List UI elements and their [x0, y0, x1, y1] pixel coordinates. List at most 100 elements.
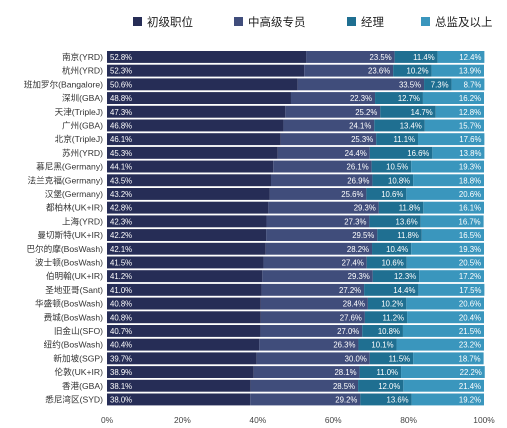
- bar-value-label: 40.7%: [110, 327, 132, 336]
- legend-swatch-0: [133, 17, 142, 26]
- bars-area: 52.8% 23.5% 11.4% 12.4% 52.3% 23.6% 10.2% 13.9%…: [107, 51, 485, 406]
- bar-value-label: 16.2%: [459, 94, 481, 103]
- bar-value-label: 42.2%: [110, 231, 132, 240]
- bar-segment: [435, 105, 484, 118]
- bar-value-label: 17.5%: [459, 286, 481, 295]
- bar-segment: [107, 78, 298, 91]
- legend-label-0: 初级职位: [147, 15, 193, 29]
- bar-value-label: 41.5%: [110, 258, 132, 267]
- bar-segment: [107, 242, 266, 255]
- bar-value-label: 38.1%: [110, 382, 132, 391]
- bar-value-label: 11.1%: [393, 135, 415, 144]
- bar-segment: [411, 242, 484, 255]
- bar-value-label: 10.5%: [386, 163, 408, 172]
- bar-segment: [266, 215, 370, 228]
- category-label: 香港(GBA): [62, 380, 103, 391]
- bar-segment: [107, 352, 257, 365]
- category-label: 上海(YRD): [62, 215, 103, 226]
- category-label: 苏州(YRD): [62, 147, 103, 158]
- category-label: 北京(TripleJ): [55, 133, 104, 144]
- bar-segment: [413, 174, 484, 187]
- bar-value-label: 45.3%: [110, 149, 132, 158]
- bar-value-label: 40.8%: [110, 313, 132, 322]
- bar-segment: [107, 133, 281, 146]
- bar-value-label: 11.8%: [399, 204, 421, 213]
- category-label: 华盛顿(BosWash): [35, 298, 103, 309]
- bar-value-label: 50.6%: [110, 80, 132, 89]
- bar-value-label: 42.3%: [110, 217, 132, 226]
- bar-value-label: 38.0%: [110, 395, 132, 404]
- bar-segment: [418, 133, 485, 146]
- bar-segment: [250, 393, 361, 406]
- bar-segment: [107, 379, 251, 392]
- bar-value-label: 21.4%: [459, 382, 481, 391]
- bar-segment: [364, 283, 419, 296]
- bar-segment: [451, 78, 485, 91]
- x-tick-label: 0%: [101, 415, 114, 425]
- bar-segment: [107, 146, 278, 159]
- bar-value-label: 23.6%: [368, 67, 390, 76]
- bar-value-label: 20.6%: [459, 190, 481, 199]
- bar-segment: [273, 160, 372, 173]
- category-label: 班加罗尔(Bangalore): [24, 78, 103, 89]
- bar-segment: [360, 393, 412, 406]
- bar-segment: [253, 366, 360, 378]
- bar-value-label: 16.5%: [459, 231, 481, 240]
- category-label: 伦敦(UK+IR): [55, 366, 104, 377]
- x-tick-label: 80%: [400, 415, 417, 425]
- bar-value-label: 11.2%: [383, 313, 405, 322]
- bar-value-label: 21.5%: [459, 327, 481, 336]
- bar-value-label: 28.5%: [333, 382, 355, 391]
- bar-segment: [107, 64, 305, 77]
- bar-value-label: 28.4%: [343, 300, 365, 309]
- bar-segment: [411, 393, 484, 406]
- bar-segment: [364, 311, 408, 324]
- bar-segment: [406, 256, 484, 269]
- category-label: 旧金山(SFO): [54, 325, 103, 336]
- bar-segment: [403, 379, 484, 392]
- bar-value-label: 39.7%: [110, 354, 132, 363]
- bar-value-label: 46.8%: [110, 121, 132, 130]
- bar-segment: [107, 188, 270, 200]
- bar-value-label: 11.8%: [397, 231, 419, 240]
- bar-segment: [369, 215, 421, 228]
- bar-value-label: 10.4%: [386, 245, 408, 254]
- bar-value-label: 14.4%: [393, 286, 415, 295]
- bar-segment: [107, 338, 260, 351]
- bar-value-label: 24.1%: [349, 121, 371, 130]
- bar-segment: [359, 366, 402, 378]
- bar-value-label: 28.1%: [334, 368, 356, 377]
- bar-value-label: 15.7%: [459, 121, 481, 130]
- legend-swatch-2: [347, 17, 356, 26]
- category-label: 深圳(GBA): [62, 93, 103, 103]
- bar-segment: [107, 229, 267, 241]
- bar-segment: [394, 51, 438, 63]
- bar-segment: [431, 64, 484, 77]
- bar-segment: [297, 78, 425, 91]
- bar-value-label: 42.8%: [110, 204, 132, 213]
- bar-segment: [366, 256, 407, 269]
- bar-value-label: 13.4%: [400, 121, 422, 130]
- category-label: 波士顿(BosWash): [35, 256, 103, 267]
- bar-value-label: 7.3%: [431, 80, 449, 89]
- bar-value-label: 11.4%: [413, 53, 435, 62]
- bar-value-label: 12.0%: [378, 382, 400, 391]
- bar-segment: [419, 270, 484, 283]
- bar-value-label: 23.2%: [459, 341, 481, 350]
- chart-legend: 初级职位 中高级专员 经理 总监及以上: [133, 15, 493, 29]
- bar-segment: [107, 366, 254, 378]
- bar-value-label: 8.7%: [464, 80, 482, 89]
- bar-segment: [107, 201, 269, 214]
- bar-segment: [261, 283, 365, 296]
- bar-segment: [377, 229, 422, 241]
- bar-value-label: 19.3%: [459, 163, 481, 172]
- bar-segment: [107, 297, 261, 310]
- category-label: 悉尼湾区(SYD): [45, 393, 103, 404]
- bar-segment: [269, 188, 367, 200]
- category-label: 新加坡(SGP): [53, 352, 103, 363]
- bar-segment: [262, 270, 373, 283]
- bar-value-label: 18.8%: [459, 176, 481, 185]
- bar-value-label: 52.8%: [110, 53, 132, 62]
- bar-segment: [366, 188, 407, 200]
- bar-value-label: 11.0%: [377, 368, 399, 377]
